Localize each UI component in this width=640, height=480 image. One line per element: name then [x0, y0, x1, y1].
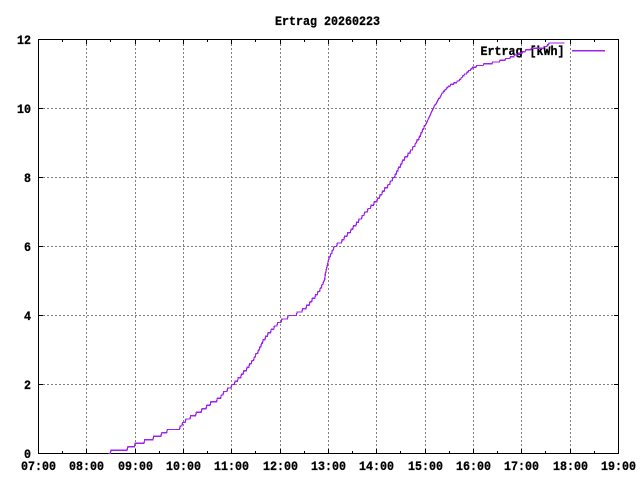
svg-text:16:00: 16:00 [456, 459, 491, 474]
svg-text:6: 6 [24, 240, 31, 255]
svg-text:2: 2 [24, 378, 31, 393]
svg-text:18:00: 18:00 [553, 459, 588, 474]
svg-text:Ertrag 20260223: Ertrag 20260223 [275, 14, 380, 29]
svg-text:10:00: 10:00 [166, 459, 201, 474]
svg-text:17:00: 17:00 [504, 459, 539, 474]
svg-text:09:00: 09:00 [118, 459, 153, 474]
svg-text:14:00: 14:00 [359, 459, 394, 474]
svg-text:12: 12 [17, 33, 31, 48]
svg-text:0: 0 [24, 447, 31, 462]
svg-text:15:00: 15:00 [408, 459, 443, 474]
svg-text:13:00: 13:00 [311, 459, 346, 474]
svg-text:12:00: 12:00 [263, 459, 298, 474]
svg-text:19:00: 19:00 [601, 459, 636, 474]
svg-text:8: 8 [24, 171, 31, 186]
svg-text:4: 4 [24, 309, 31, 324]
svg-text:10: 10 [17, 102, 31, 117]
svg-text:11:00: 11:00 [214, 459, 249, 474]
svg-text:08:00: 08:00 [69, 459, 104, 474]
svg-text:07:00: 07:00 [21, 459, 56, 474]
